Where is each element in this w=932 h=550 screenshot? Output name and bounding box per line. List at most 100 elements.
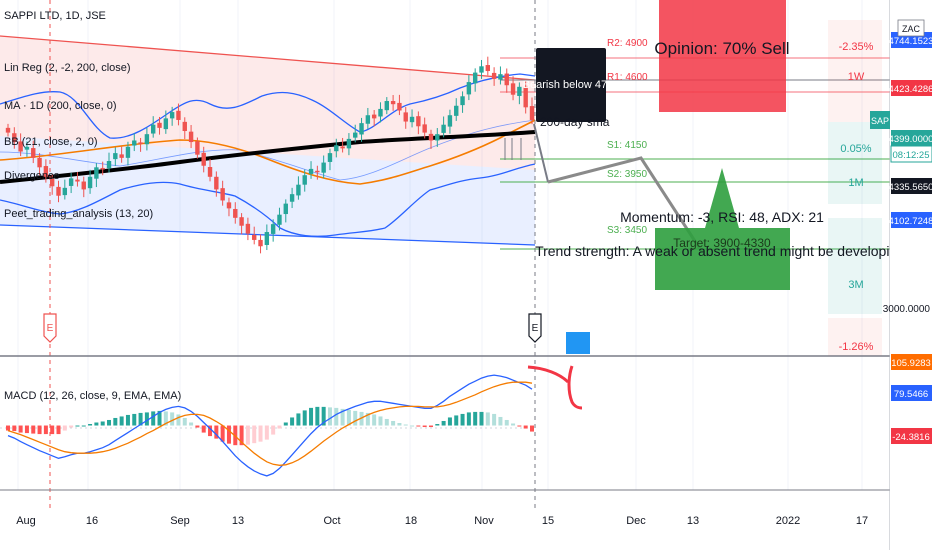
time-label: Aug xyxy=(16,515,36,527)
candle xyxy=(37,153,42,176)
candle xyxy=(169,106,175,126)
s3-label: S3: 3450 xyxy=(607,225,647,236)
bearish-text: Bearish below 4700 xyxy=(523,79,620,91)
candle xyxy=(119,146,124,163)
candle xyxy=(371,110,377,127)
tf-3m: 3M xyxy=(848,279,863,291)
candle xyxy=(517,82,522,105)
peet-legend[interactable]: Peet_trading_analysis (13, 20) xyxy=(4,208,154,220)
macd-hist-bar xyxy=(245,425,250,445)
macd-hist-bar xyxy=(397,423,402,426)
macd-hist-bar xyxy=(37,425,42,435)
candle xyxy=(18,133,23,157)
pct-top: -2.35% xyxy=(839,41,874,53)
macd-hist-bar xyxy=(75,425,80,427)
macd-hist-bar xyxy=(94,422,99,426)
macd-hist-bar xyxy=(296,413,301,426)
candle xyxy=(346,133,352,156)
time-label: 13 xyxy=(232,515,244,527)
candle xyxy=(397,94,402,116)
candle xyxy=(472,68,478,92)
macd-hist-bar xyxy=(384,418,389,426)
macd-hist-bar xyxy=(403,424,408,426)
candle xyxy=(270,219,276,242)
time-label: 2022 xyxy=(776,515,800,527)
macd-hist-bar xyxy=(151,411,156,426)
macd-hist-bar xyxy=(220,425,225,442)
macd-hist-bar xyxy=(447,417,452,426)
candle xyxy=(75,172,80,187)
macd-hist-bar xyxy=(504,419,509,426)
candle xyxy=(94,163,99,188)
tf-1m: 1M xyxy=(848,177,863,189)
tf-box-neg xyxy=(828,318,882,356)
macd-legend[interactable]: MACD (12, 26, close, 9, EMA, EMA) xyxy=(4,390,182,402)
macd-hist-bar xyxy=(485,412,490,426)
macd-hist-bar xyxy=(62,425,67,431)
momentum-text: Momentum: -3, RSI: 48, ADX: 21 xyxy=(620,209,824,225)
macd-hist-bar xyxy=(24,425,29,434)
candle xyxy=(220,180,225,206)
time-label: 17 xyxy=(856,515,868,527)
macd-hist-bar xyxy=(277,425,282,429)
macd-hist-bar xyxy=(6,425,10,431)
target-arrow xyxy=(655,168,790,290)
pct-bot: -1.26% xyxy=(839,341,874,353)
macd-hist-bar xyxy=(441,420,446,426)
macd-hist-bar xyxy=(31,425,36,434)
macd-hist-bar xyxy=(517,425,522,427)
bb-lower xyxy=(0,163,536,237)
price-label: SAP xyxy=(870,111,890,129)
candle xyxy=(403,107,408,129)
time-label: 18 xyxy=(405,515,417,527)
bb-legend[interactable]: BB (21, close, 2, 0) xyxy=(4,136,98,148)
candle xyxy=(359,117,364,142)
time-axis[interactable]: Aug 16 Sep 13 Oct 18 Nov 15 Dec 13 2022 17 xyxy=(16,515,868,527)
macd-hist-bar xyxy=(182,417,187,426)
candle xyxy=(296,176,301,200)
macd-axis-label: -24.3816 xyxy=(891,428,932,444)
earnings-marker-nov[interactable]: E xyxy=(528,313,542,343)
macd-hist-bar xyxy=(283,422,288,426)
macd-hist-bar xyxy=(428,425,433,428)
macd-hist-bar xyxy=(100,421,105,426)
candle xyxy=(340,137,345,153)
candle xyxy=(491,67,497,86)
macd-hist-bar xyxy=(378,416,383,426)
candle xyxy=(447,109,453,134)
svg-text:79.5466: 79.5466 xyxy=(894,389,928,400)
macd-hist-bar xyxy=(189,422,194,426)
earnings-marker-aug[interactable]: E xyxy=(43,313,57,343)
blue-marker[interactable] xyxy=(566,332,590,354)
candle xyxy=(485,56,491,76)
divergence-legend[interactable]: Divergence xyxy=(4,170,60,182)
svg-text:4399.0000: 4399.0000 xyxy=(889,134,932,145)
candle xyxy=(302,169,307,192)
macd-hist-bar xyxy=(466,412,471,426)
macd-hist-bar xyxy=(346,409,351,426)
macd-hist-bar xyxy=(226,425,231,444)
svg-text:4744.1523: 4744.1523 xyxy=(889,36,932,47)
candle xyxy=(498,66,503,85)
candle xyxy=(435,128,440,147)
candle xyxy=(226,197,232,217)
macd-hist-bar xyxy=(119,416,124,426)
earnings-marker-nov-label: E xyxy=(532,323,539,334)
candle xyxy=(100,161,105,176)
candle xyxy=(258,234,263,254)
ma200-label: 200-day sma xyxy=(540,115,610,129)
lin-reg-legend[interactable]: Lin Reg (2, -2, 200, close) xyxy=(4,62,131,74)
svg-text:4102.7248: 4102.7248 xyxy=(889,216,932,227)
macd-hist-bar xyxy=(511,423,516,426)
lin-reg-upper-line xyxy=(0,35,536,81)
macd-hist-bar xyxy=(309,407,314,426)
symbol-title[interactable]: SAPPI LTD, 1D, JSE xyxy=(4,10,106,22)
candle xyxy=(195,137,200,159)
macd-hist-bar xyxy=(258,425,263,442)
macd-axis-label: 105.9283 xyxy=(891,354,932,370)
ma-legend[interactable]: MA · 1D (200, close, 0) xyxy=(4,100,117,112)
macd-hist-bar xyxy=(214,425,219,439)
candle xyxy=(176,103,181,126)
